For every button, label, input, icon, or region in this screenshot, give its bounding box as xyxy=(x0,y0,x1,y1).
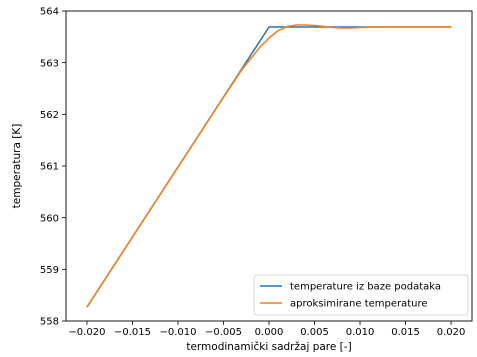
legend-label-1: temperature iz baze podataka xyxy=(290,282,441,293)
y-tick-label: 560 xyxy=(40,213,59,224)
series-line-2 xyxy=(86,24,452,308)
x-tick-label: −0.005 xyxy=(205,327,242,338)
y-tick-label: 563 xyxy=(40,58,59,69)
plot-area xyxy=(86,24,452,308)
x-tick-label: 0.020 xyxy=(437,327,466,338)
x-axis-label: termodinamički sadržaj pare [-] xyxy=(186,341,351,353)
x-tick-label: 0.015 xyxy=(391,327,420,338)
legend-frame xyxy=(253,274,469,316)
series-line-1 xyxy=(86,26,452,308)
y-axis-ticks: 558 559 560 561 562 563 564 xyxy=(40,7,66,328)
legend-label-2: aproksimirane temperature xyxy=(290,299,428,310)
axes-frame xyxy=(65,10,473,322)
y-tick-label: 561 xyxy=(40,162,59,173)
x-tick-label: 0.010 xyxy=(346,327,375,338)
y-tick-label: 564 xyxy=(40,7,59,18)
y-tick-label: 562 xyxy=(40,110,59,121)
x-axis-ticks: −0.020 −0.015 −0.010 −0.005 0.000 0.005 0.010 0… xyxy=(68,321,465,338)
x-tick-label: −0.020 xyxy=(68,327,105,338)
x-tick-label: 0.000 xyxy=(255,327,284,338)
x-tick-label: 0.005 xyxy=(300,327,329,338)
y-tick-label: 558 xyxy=(40,317,59,328)
y-axis-label: temperatura [K] xyxy=(11,124,23,209)
legend: temperature iz baze podataka aproksimiran… xyxy=(253,274,469,316)
y-tick-label: 559 xyxy=(40,265,59,276)
x-tick-label: −0.015 xyxy=(114,327,151,338)
x-tick-label: −0.010 xyxy=(159,327,196,338)
